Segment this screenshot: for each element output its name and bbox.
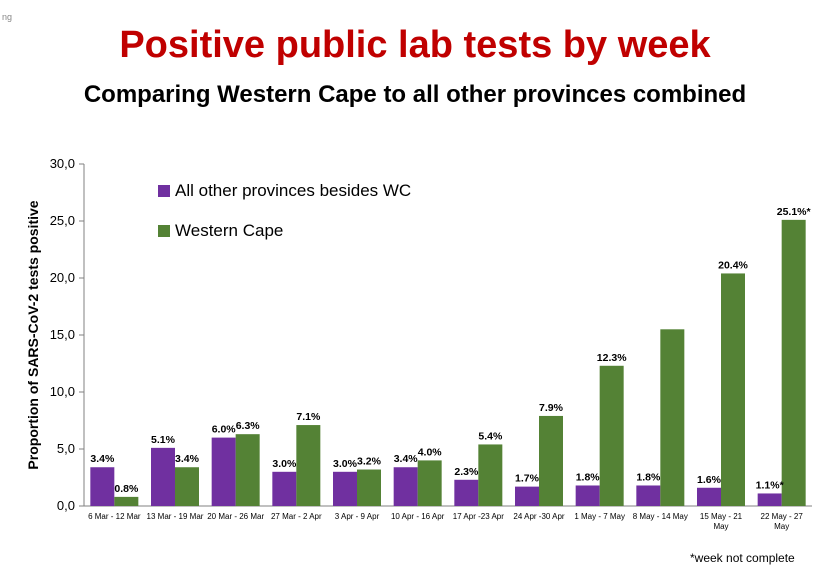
bar-other-provinces	[636, 485, 661, 506]
data-label: 6.0%	[212, 424, 237, 436]
x-tick-label: 10 Apr - 16 Apr	[391, 512, 445, 521]
bar-western-cape	[599, 365, 624, 506]
data-label: 3.2%	[357, 456, 382, 468]
bar-other-provinces	[151, 447, 175, 506]
legend-label: All other provinces besides WC	[175, 181, 411, 200]
data-label: 12.3%	[597, 352, 627, 364]
data-label: 20.4%	[718, 259, 748, 271]
page-subtitle: Comparing Western Cape to all other prov…	[83, 81, 747, 108]
bar-western-cape	[175, 467, 199, 506]
bar-western-cape	[417, 460, 442, 506]
y-tick-label: 0,0	[57, 498, 75, 513]
x-tick-label: May	[713, 522, 728, 531]
x-tick-label: 1 May - 7 May	[574, 512, 625, 521]
bar-other-provinces	[454, 479, 479, 506]
x-tick-label: 20 Mar - 26 Mar	[207, 512, 264, 521]
bar-other-provinces	[211, 437, 236, 506]
data-label: 3.0%	[333, 458, 358, 470]
bar-other-provinces	[515, 486, 539, 506]
data-label: 4.0%	[418, 446, 443, 458]
data-label: 6.3%	[236, 420, 261, 432]
x-tick-label: May	[774, 522, 789, 531]
bar-other-provinces	[90, 467, 115, 506]
x-tick-label: 3 Apr - 9 Apr	[335, 512, 380, 521]
bar-western-cape	[539, 415, 563, 506]
data-label: 3.4%	[90, 453, 115, 465]
bar-western-cape	[296, 425, 321, 506]
data-label: 7.1%	[296, 411, 321, 423]
bar-other-provinces	[575, 485, 600, 506]
data-label: 0.8%	[114, 483, 139, 495]
x-tick-label: 27 Mar - 2 Apr	[271, 512, 322, 521]
bar-western-cape	[781, 219, 806, 507]
x-tick-label: 17 Apr -23 Apr	[453, 512, 504, 521]
data-label: 3.4%	[394, 453, 419, 465]
x-tick-label: 13 Mar - 19 Mar	[147, 512, 204, 521]
bar-western-cape	[478, 444, 503, 506]
y-tick-label: 20,0	[50, 270, 75, 285]
legend-label: Western Cape	[175, 221, 283, 240]
footnote: *week not complete	[690, 551, 795, 565]
bar-western-cape	[357, 469, 381, 506]
bar-western-cape	[114, 496, 139, 506]
y-tick-label: 15,0	[50, 327, 75, 342]
data-label: 1.7%	[515, 473, 540, 485]
x-tick-label: 22 May - 27	[761, 512, 804, 521]
x-tick-label: 8 May - 14 May	[633, 512, 688, 521]
data-label: 1.8%	[636, 471, 661, 483]
bar-western-cape	[235, 434, 260, 506]
data-label: 1.6%	[697, 474, 722, 486]
x-tick-label: 6 Mar - 12 Mar	[88, 512, 141, 521]
data-label: 7.9%	[539, 402, 564, 414]
x-tick-label: 15 May - 21	[700, 512, 743, 521]
x-tick-label: 24 Apr -30 Apr	[513, 512, 564, 521]
y-tick-label: 30,0	[50, 156, 75, 171]
y-tick-label: 10,0	[50, 384, 75, 399]
bar-other-provinces	[272, 471, 297, 506]
legend-swatch	[158, 225, 170, 237]
bar-chart: 0,0 5,0 10,0 15,0 20,0 25,0 30,0 Proportion of …	[25, 156, 812, 531]
y-tick-label: 25,0	[50, 213, 75, 228]
bar-other-provinces	[333, 471, 357, 506]
bar-other-provinces	[393, 467, 418, 506]
data-label: 25.1%*	[777, 206, 812, 218]
bar-western-cape	[721, 273, 745, 506]
y-tick-label: 5,0	[57, 441, 75, 456]
data-label: 1.1%*	[756, 479, 785, 491]
data-label: 1.8%	[576, 471, 601, 483]
y-axis-label: Proportion of SARS-CoV-2 tests positive	[25, 200, 41, 469]
bar-other-provinces	[697, 487, 721, 506]
corner-text: ng	[2, 12, 13, 22]
page-title: Positive public lab tests by week	[119, 24, 711, 66]
legend-swatch	[158, 185, 170, 197]
data-label: 5.1%	[151, 434, 176, 446]
bar-other-provinces	[757, 493, 782, 506]
data-label: 2.3%	[454, 466, 479, 478]
data-label: 3.4%	[175, 453, 200, 465]
data-label: 3.0%	[272, 458, 297, 470]
data-label: 5.4%	[478, 430, 503, 442]
bar-western-cape	[660, 329, 685, 506]
